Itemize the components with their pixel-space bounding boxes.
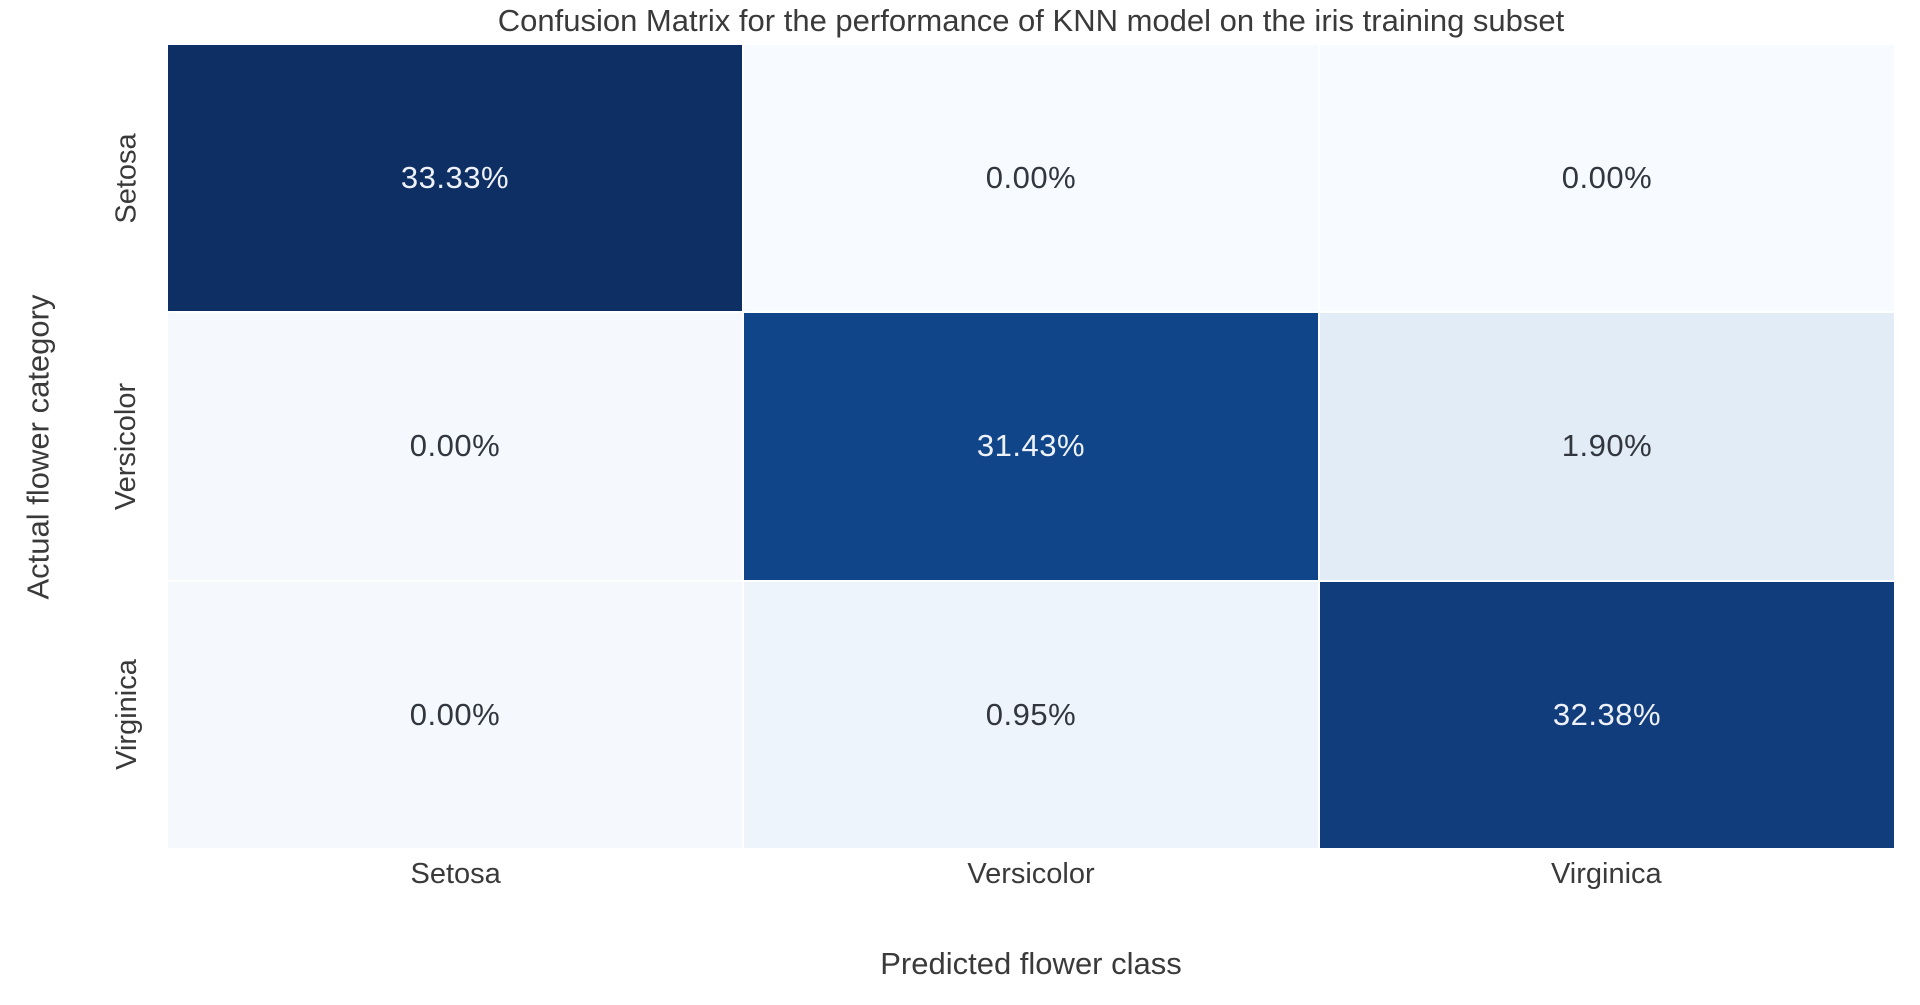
cell-value: 0.95% — [985, 696, 1077, 732]
x-tick-label: Versicolor — [967, 858, 1095, 890]
cell-value: 31.43% — [976, 428, 1086, 464]
cell-value: 0.00% — [985, 160, 1077, 196]
heatmap-cell: 0.00% — [168, 313, 742, 580]
heatmap-cell: 1.90% — [1320, 313, 1894, 580]
y-tick-label-text: Setosa — [110, 133, 143, 224]
cell-value: 0.00% — [409, 696, 501, 732]
x-tick-label: Virginica — [1550, 858, 1662, 890]
y-tick-label: Virginica — [98, 580, 156, 848]
heatmap-cell: 0.00% — [168, 581, 742, 848]
y-tick-label-text: Versicolor — [110, 382, 143, 511]
y-tick-label-text: Virginica — [110, 658, 143, 770]
x-tick-label: Setosa — [410, 858, 501, 890]
heatmap-grid: 33.33% 0.00% 0.00% 0.00% 31.43% 1.90% 0.00% 0.9… — [168, 45, 1894, 848]
y-tick-label: Setosa — [98, 45, 156, 313]
cell-value: 0.00% — [1561, 160, 1653, 196]
y-axis-label-text: Actual flower category — [20, 294, 56, 599]
x-axis-label: Predicted flower class — [880, 946, 1182, 981]
y-axis-label: Actual flower category — [10, 45, 66, 848]
cell-value: 33.33% — [400, 160, 510, 196]
heatmap-cell: 0.00% — [1320, 45, 1894, 312]
cell-value: 0.00% — [409, 428, 501, 464]
heatmap-cell: 0.95% — [744, 581, 1318, 848]
y-tick-label: Versicolor — [98, 313, 156, 581]
cell-value: 1.90% — [1561, 428, 1653, 464]
heatmap-cell: 33.33% — [168, 45, 742, 312]
heatmap-cell: 31.43% — [744, 313, 1318, 580]
cell-value: 32.38% — [1552, 696, 1662, 732]
heatmap-cell: 32.38% — [1320, 581, 1894, 848]
chart-title: Confusion Matrix for the performance of … — [497, 3, 1565, 38]
heatmap-cell: 0.00% — [744, 45, 1318, 312]
